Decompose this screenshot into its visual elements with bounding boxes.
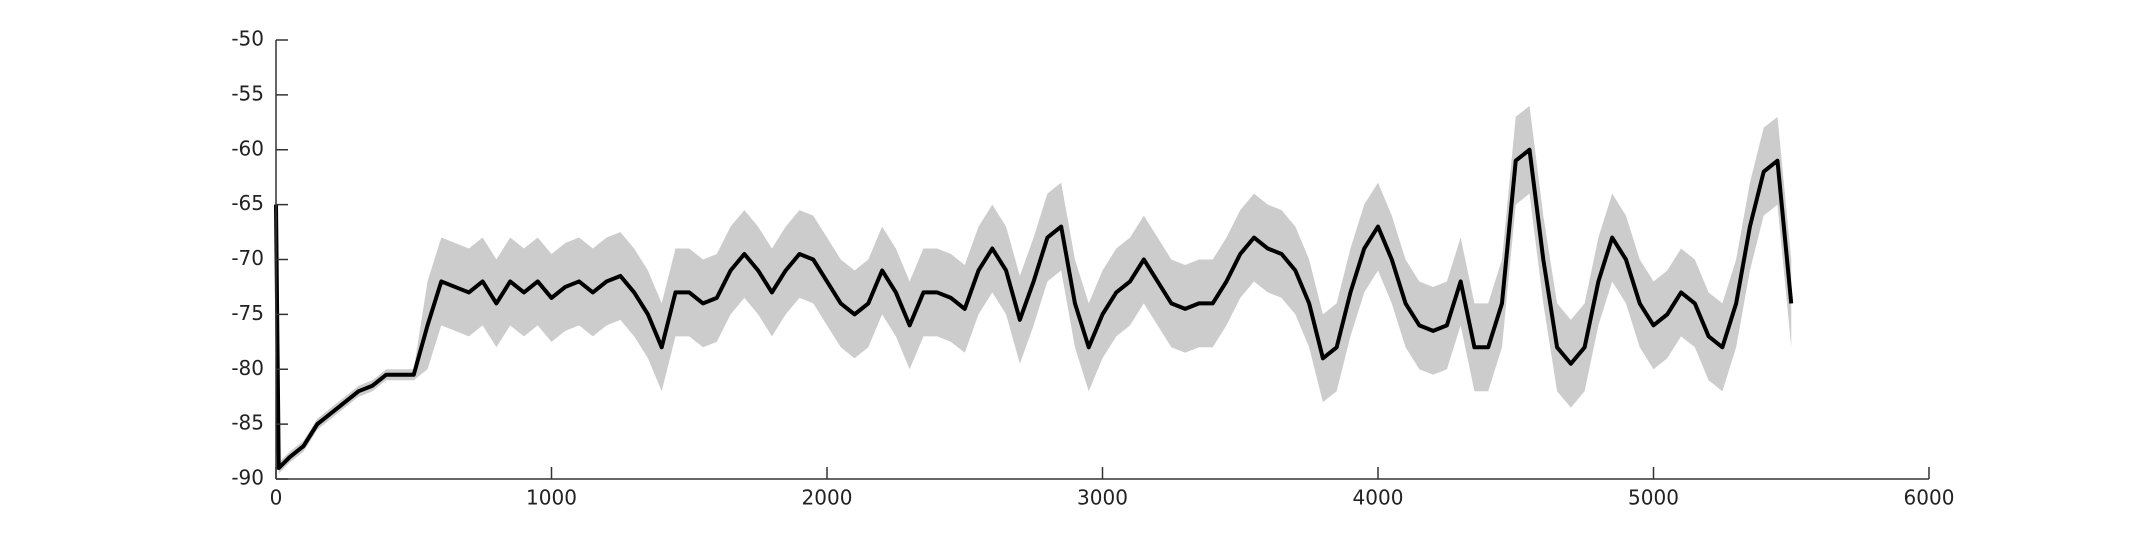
y-tick-label: -85 bbox=[231, 411, 264, 435]
y-tick-label: -65 bbox=[231, 191, 264, 215]
y-tick-label: -60 bbox=[231, 136, 264, 160]
line bbox=[274, 147, 1794, 471]
x-tick-label: 4000 bbox=[1353, 486, 1404, 510]
x-tick-label: 1000 bbox=[526, 486, 577, 510]
y-tick-label: -75 bbox=[231, 301, 264, 325]
band bbox=[276, 105, 1792, 474]
y-tick-label: -80 bbox=[231, 356, 264, 380]
x-tick-label: 0 bbox=[270, 486, 283, 510]
y-tick-label: -70 bbox=[231, 246, 264, 270]
x-tick-label: 2000 bbox=[802, 486, 853, 510]
y-tick-label: -90 bbox=[231, 466, 264, 490]
y-tick-label: -50 bbox=[231, 27, 264, 51]
x-tick-label: 3000 bbox=[1077, 486, 1128, 510]
y-tick-label: -55 bbox=[231, 81, 264, 105]
x-tick-label: 5000 bbox=[1628, 486, 1679, 510]
x-tick-label: 6000 bbox=[1904, 486, 1955, 510]
